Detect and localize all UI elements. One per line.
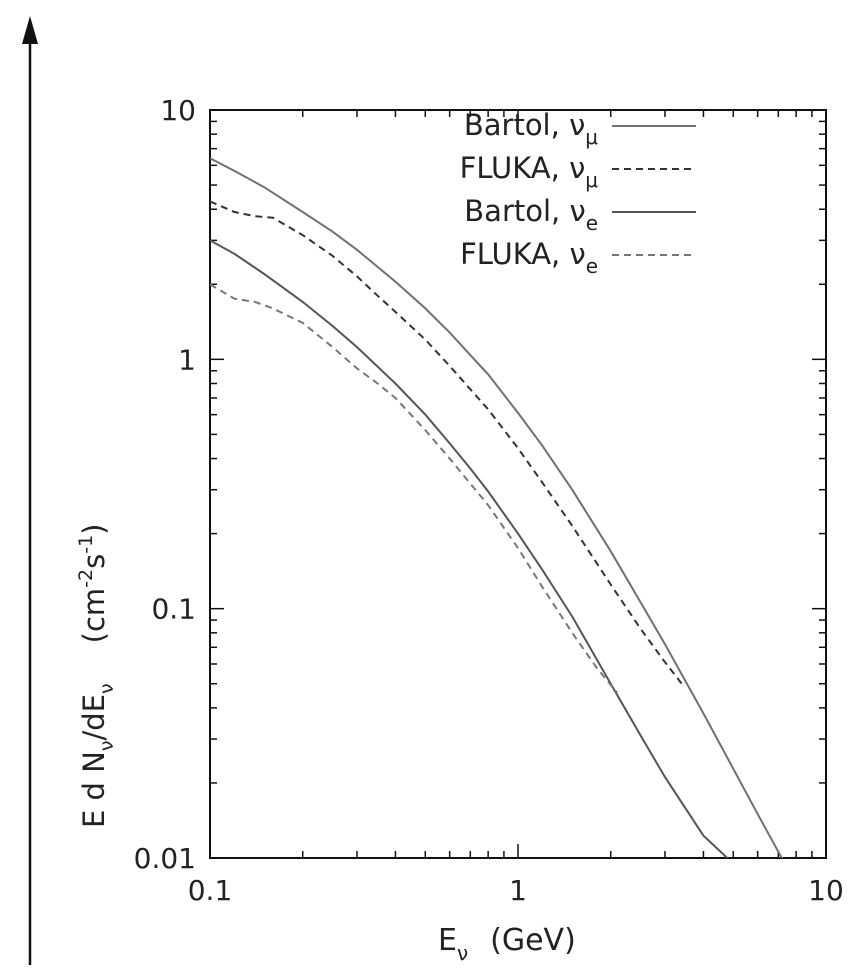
legend-entry: FLUKA, νe (460, 237, 696, 278)
legend-entry: Bartol, νe (464, 194, 696, 235)
x-axis-label: Eν (GeV) (438, 923, 576, 965)
series-line-1 (210, 157, 783, 858)
legend-label: FLUKA, νe (460, 237, 598, 278)
legend-label: FLUKA, νμ (460, 151, 599, 192)
series-line-2 (210, 200, 683, 685)
legend-entry: Bartol, νμ (464, 108, 696, 149)
series-line-3 (210, 239, 729, 858)
y-tick-label: 10 (160, 94, 196, 127)
x-tick-label: 0.1 (188, 874, 233, 907)
y-tick-label: 0.01 (134, 842, 196, 875)
series-line-4 (210, 283, 618, 694)
tick-layer (209, 109, 826, 859)
x-tick-label: 10 (808, 874, 844, 907)
legend-label: Bartol, νe (464, 194, 598, 235)
y-tick-label: 0.1 (151, 593, 196, 626)
axis-arrow (22, 16, 38, 965)
legend-entry: FLUKA, νμ (460, 151, 696, 192)
series-layer (210, 157, 783, 858)
y-tick-label: 1 (178, 343, 196, 376)
y-axis-label: E d Nν/dEν(cm-2s-1) (75, 524, 118, 829)
x-tick-label: 1 (509, 874, 527, 907)
legend-label: Bartol, νμ (464, 108, 598, 149)
